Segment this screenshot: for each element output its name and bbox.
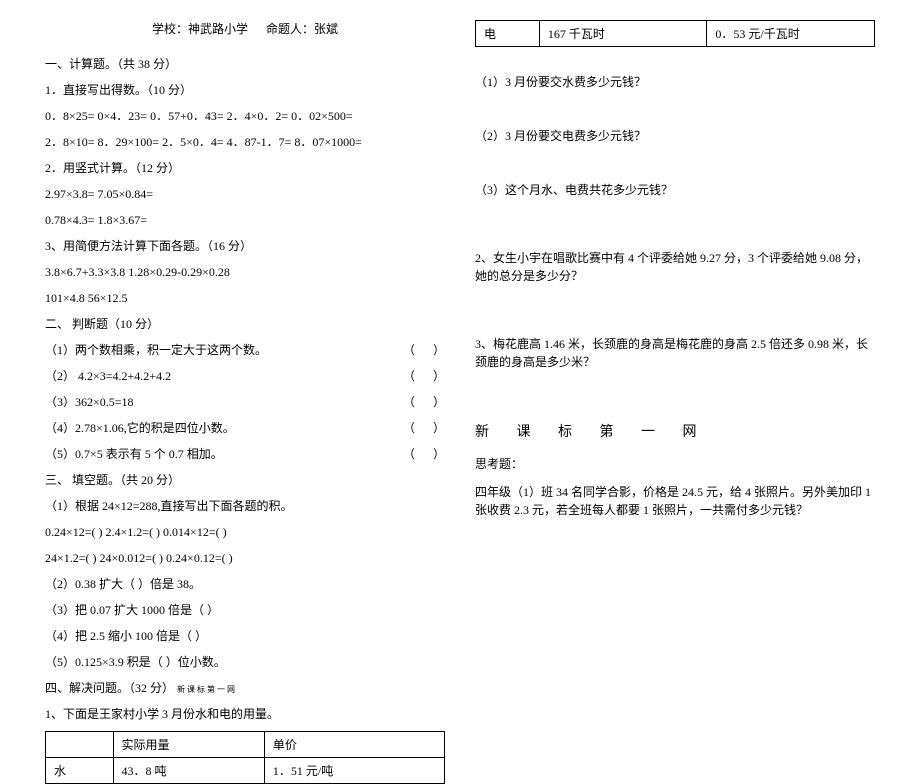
sec4-q1: 1、下面是王家村小学 3 月份水和电的用量。 xyxy=(45,705,445,723)
table-row: 电 167 千瓦时 0．53 元/千瓦时 xyxy=(476,21,875,47)
judge-paren: （ ） xyxy=(403,341,445,359)
judge-item: （2） 4.2×3=4.2+4.2+4.2 （ ） xyxy=(45,367,445,385)
table-cell: 1．51 元/吨 xyxy=(264,758,444,784)
sec3-title: 三、 填空题。（共 20 分） xyxy=(45,471,445,489)
sec4-title-tiny: 新 课 标 第 一 网 xyxy=(177,685,235,694)
sec1-q1-line1: 0．8×25= 0×4．23= 0．57+0．43= 2．4×0．2= 0．02… xyxy=(45,107,445,125)
sec3-q2: （2）0.38 扩大（ ）倍是 38。 xyxy=(45,575,445,593)
author-label: 命题人： xyxy=(266,22,314,36)
sec1-q1-title: 1．直接写出得数。（10 分） xyxy=(45,81,445,99)
sec4-q3: 3、梅花鹿高 1.46 米，长颈鹿的身高是梅花鹿的身高 2.5 倍还多 0.98… xyxy=(475,335,875,371)
sec3-q1-line2: 24×1.2=( ) 24×0.012=( ) 0.24×0.12=( ) xyxy=(45,549,445,567)
sec4-sub1: （1）3 月份要交水费多少元钱？ xyxy=(475,73,875,91)
judge-text: （2） 4.2×3=4.2+4.2+4.2 xyxy=(45,367,403,385)
judge-item: （3）362×0.5=18 （ ） xyxy=(45,393,445,411)
sec1-q1-line2: 2．8×10= 8．29×100= 2．5×0．4= 4．87-1．7= 8．0… xyxy=(45,133,445,151)
usage-table: 实际用量 单价 水 43．8 吨 1．51 元/吨 xyxy=(45,731,445,784)
sec1-q2-line1: 2.97×3.8= 7.05×0.84= xyxy=(45,185,445,203)
sec1-q3-line2: 101×4.8 56×12.5 xyxy=(45,289,445,307)
sec3-q5: （5）0.125×3.9 积是（ ）位小数。 xyxy=(45,653,445,671)
table-cell: 43．8 吨 xyxy=(113,758,264,784)
table-cell: 167 千瓦时 xyxy=(539,21,707,47)
sec1-q2-title: 2．用竖式计算。（12 分） xyxy=(45,159,445,177)
judge-paren: （ ） xyxy=(403,367,445,385)
think-title: 思考题： xyxy=(475,455,875,473)
think-body: 四年级（1）班 34 名同学合影，价格是 24.5 元，给 4 张照片。另外美加… xyxy=(475,483,875,519)
judge-item: （5）0.7×5 表示有 5 个 0.7 相加。 （ ） xyxy=(45,445,445,463)
judge-item: （1）两个数相乘，积一定大于这两个数。 （ ） xyxy=(45,341,445,359)
sec3-q1: （1）根据 24×12=288,直接写出下面各题的积。 xyxy=(45,497,445,515)
sec4-q2: 2、女生小宇在唱歌比赛中有 4 个评委给她 9.27 分，3 个评委给她 9.0… xyxy=(475,249,875,285)
sec4-sub3: （3）这个月水、电费共花多少元钱？ xyxy=(475,181,875,199)
left-column: 学校：神武路小学 命题人：张斌 一、计算题。（共 38 分） 1．直接写出得数。… xyxy=(30,20,460,684)
judge-text: （5）0.7×5 表示有 5 个 0.7 相加。 xyxy=(45,445,403,463)
sec4-sub2: （2）3 月份要交电费多少元钱？ xyxy=(475,127,875,145)
sec1-q2-line2: 0.78×4.3= 1.8×3.67= xyxy=(45,211,445,229)
doc-header: 学校：神武路小学 命题人：张斌 xyxy=(45,20,445,37)
right-column: 电 167 千瓦时 0．53 元/千瓦时 （1）3 月份要交水费多少元钱？ （2… xyxy=(460,20,890,684)
usage-table-cont: 电 167 千瓦时 0．53 元/千瓦时 xyxy=(475,20,875,47)
table-row: 水 43．8 吨 1．51 元/吨 xyxy=(46,758,445,784)
judge-text: （3）362×0.5=18 xyxy=(45,393,403,411)
judge-paren: （ ） xyxy=(403,419,445,437)
sec4-title: 四、解决问题。（32 分） 新 课 标 第 一 网 xyxy=(45,679,445,697)
author-name: 张斌 xyxy=(314,22,338,36)
school-label: 学校： xyxy=(152,22,188,36)
sec3-q3: （3）把 0.07 扩大 1000 倍是（ ） xyxy=(45,601,445,619)
table-row: 实际用量 单价 xyxy=(46,732,445,758)
school-name: 神武路小学 xyxy=(188,22,248,36)
judge-text: （4）2.78×1.06,它的积是四位小数。 xyxy=(45,419,403,437)
sec1-title: 一、计算题。（共 38 分） xyxy=(45,55,445,73)
judge-text: （1）两个数相乘，积一定大于这两个数。 xyxy=(45,341,403,359)
sec1-q3-title: 3、用简便方法计算下面各题。（16 分） xyxy=(45,237,445,255)
judge-paren: （ ） xyxy=(403,445,445,463)
sec3-q1-line1: 0.24×12=( ) 2.4×1.2=( ) 0.014×12=( ) xyxy=(45,523,445,541)
sec2-title: 二、 判断题（10 分） xyxy=(45,315,445,333)
table-cell: 实际用量 xyxy=(113,732,264,758)
table-cell: 电 xyxy=(476,21,540,47)
judge-item: （4）2.78×1.06,它的积是四位小数。 （ ） xyxy=(45,419,445,437)
table-cell: 0．53 元/千瓦时 xyxy=(707,21,875,47)
table-cell: 单价 xyxy=(264,732,444,758)
sec3-q4: （4）把 2.5 缩小 100 倍是（ ） xyxy=(45,627,445,645)
table-cell: 水 xyxy=(46,758,114,784)
sec1-q3-line1: 3.8×6.7+3.3×3.8 1.28×0.29-0.29×0.28 xyxy=(45,263,445,281)
sec4-title-text: 四、解决问题。（32 分） xyxy=(45,681,174,695)
table-cell xyxy=(46,732,114,758)
brand-line: 新 课 标 第 一 网 xyxy=(475,421,875,441)
judge-paren: （ ） xyxy=(403,393,445,411)
